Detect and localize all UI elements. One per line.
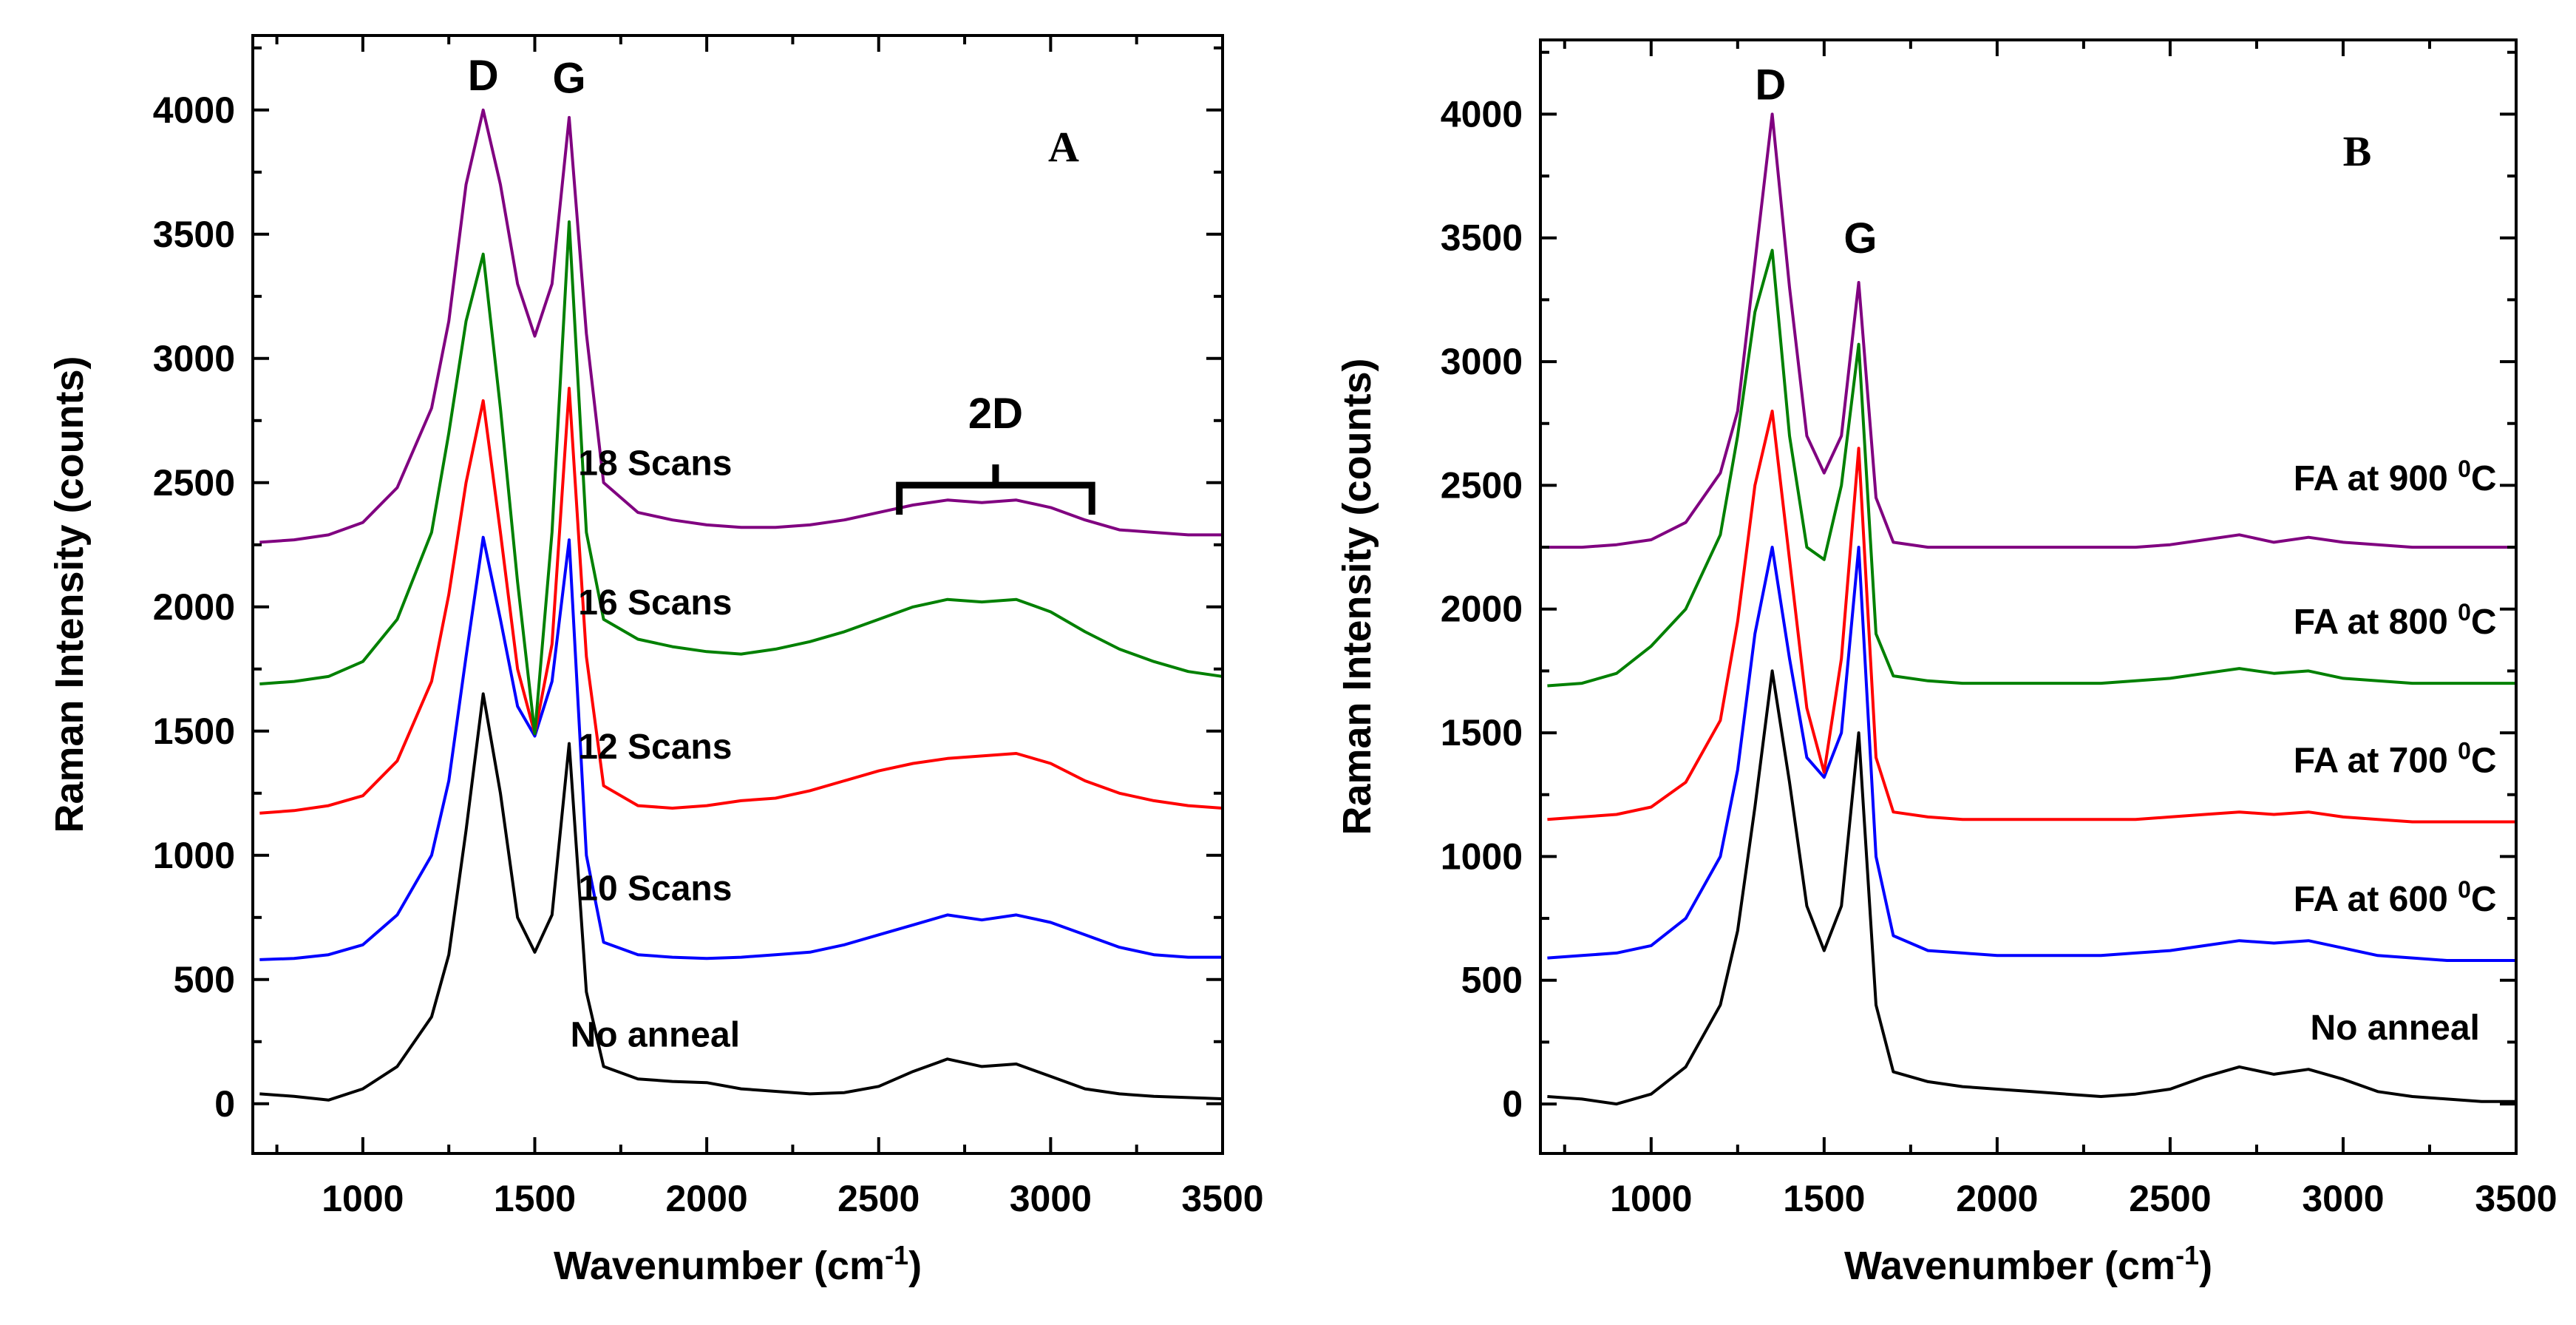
plot-frame (1539, 38, 2518, 1155)
x-axis-title-sup: -1 (2175, 1240, 2199, 1270)
x-tick-label: 1500 (1783, 1178, 1865, 1219)
panel-b: 1000 1500 2000 2500 3000 3500 0 500 1000 1500 2000… (1335, 38, 2558, 1288)
y-tick-label: 3500 (153, 214, 235, 255)
y-tick-label: 500 (174, 959, 235, 1000)
x-axis-title: Wavenumber (cm-1) (1844, 1240, 2212, 1288)
x-tick-label: 2500 (2129, 1178, 2211, 1219)
series-line-1 (259, 535, 1223, 961)
x-axis-title-main: Wavenumber (cm (1844, 1244, 2175, 1288)
panel-label: A (1048, 123, 1079, 171)
curve-label: FA at 900 0C (2294, 455, 2497, 498)
series-line-2 (259, 387, 1223, 815)
curve-label-main: FA at 600 (2294, 880, 2458, 919)
plot-frame (251, 34, 1224, 1155)
panel-a: 1000 1500 2000 2500 3000 3500 0 500 1000 1500 2000… (47, 34, 1264, 1288)
x-tick-label: 3500 (2475, 1178, 2557, 1219)
panel-label: B (2343, 127, 2372, 175)
x-tick-label: 3000 (2302, 1178, 2384, 1219)
series-line-3 (259, 220, 1223, 736)
x-axis-title-main: Wavenumber (cm (554, 1244, 885, 1288)
y-tick-label: 500 (1461, 960, 1523, 1001)
series-line-4 (1547, 112, 2516, 549)
curve-label: 16 Scans (578, 583, 732, 623)
curve-label-unit: C (2471, 459, 2497, 498)
x-axis-title-close: ) (908, 1244, 922, 1288)
y-tick-label: 2000 (1441, 589, 1523, 630)
curve-label-unit: C (2471, 603, 2497, 642)
x-tick-label: 1000 (1610, 1178, 1692, 1219)
peak-label-d: D (468, 52, 499, 100)
x-tick-label: 2000 (666, 1178, 748, 1219)
x-tick-label: 2500 (837, 1178, 920, 1219)
y-tick-label: 2500 (1441, 464, 1523, 506)
curve-label: FA at 700 0C (2294, 738, 2497, 781)
peak-label-d: D (1755, 61, 1786, 109)
x-tick-label: 1500 (494, 1178, 576, 1219)
x-tick-label: 3500 (1181, 1178, 1263, 1219)
annotation-bracket (896, 464, 1095, 515)
curve-label-unit: C (2471, 880, 2497, 919)
curve-label-sup: 0 (2458, 455, 2471, 482)
series-line-1 (1547, 546, 2516, 962)
x-tick-label: 2000 (1956, 1178, 2038, 1219)
y-tick-label: 4000 (1441, 93, 1523, 135)
y-tick-label: 1000 (1441, 836, 1523, 877)
curve-label: FA at 800 0C (2294, 599, 2497, 642)
y-tick-label: 1500 (153, 711, 235, 752)
y-axis-title: Raman Intensity (counts) (1335, 358, 1379, 835)
curve-label-sup: 0 (2458, 599, 2471, 626)
y-tick-label: 2500 (153, 462, 235, 504)
curve-label: 10 Scans (578, 869, 732, 908)
x-tick-label: 3000 (1010, 1178, 1092, 1219)
curve-label-unit: C (2471, 742, 2497, 781)
curve-label-main: FA at 800 (2294, 603, 2458, 642)
y-tick-label: 3000 (1441, 341, 1523, 382)
curve-label: 18 Scans (578, 444, 732, 484)
curve-label-sup: 0 (2458, 738, 2471, 765)
series-line-3 (1547, 248, 2516, 688)
series-line-4 (259, 108, 1223, 544)
curve-label: No anneal (571, 1016, 740, 1055)
x-tick-label: 1000 (322, 1178, 404, 1219)
series-line-0 (259, 692, 1223, 1102)
y-tick-label: 0 (1502, 1083, 1523, 1125)
y-tick-label: 1000 (153, 835, 235, 876)
x-axis-title-sup: -1 (885, 1240, 908, 1270)
series-line-0 (1547, 669, 2516, 1106)
y-tick-label: 1500 (1441, 712, 1523, 753)
curve-label: No anneal (2310, 1009, 2479, 1048)
curve-label-main: FA at 700 (2294, 742, 2458, 781)
annotation-2d-label: 2D (968, 390, 1023, 438)
curve-label: 12 Scans (578, 728, 732, 767)
x-axis-title-close: ) (2199, 1244, 2212, 1288)
y-tick-label: 3500 (1441, 217, 1523, 259)
peak-label-g: G (552, 54, 585, 102)
y-tick-label: 4000 (153, 89, 235, 131)
curve-label-main: FA at 900 (2294, 459, 2458, 498)
y-tick-label: 0 (214, 1083, 235, 1125)
y-tick-label: 2000 (153, 586, 235, 628)
peak-label-g: G (1843, 214, 1877, 262)
curve-label: FA at 600 0C (2294, 876, 2497, 919)
y-axis-title: Raman Intensity (counts) (47, 356, 92, 833)
y-tick-label: 3000 (153, 338, 235, 379)
series-line-2 (1547, 410, 2516, 824)
curve-label-sup: 0 (2458, 876, 2471, 903)
x-axis-title: Wavenumber (cm-1) (554, 1240, 922, 1288)
